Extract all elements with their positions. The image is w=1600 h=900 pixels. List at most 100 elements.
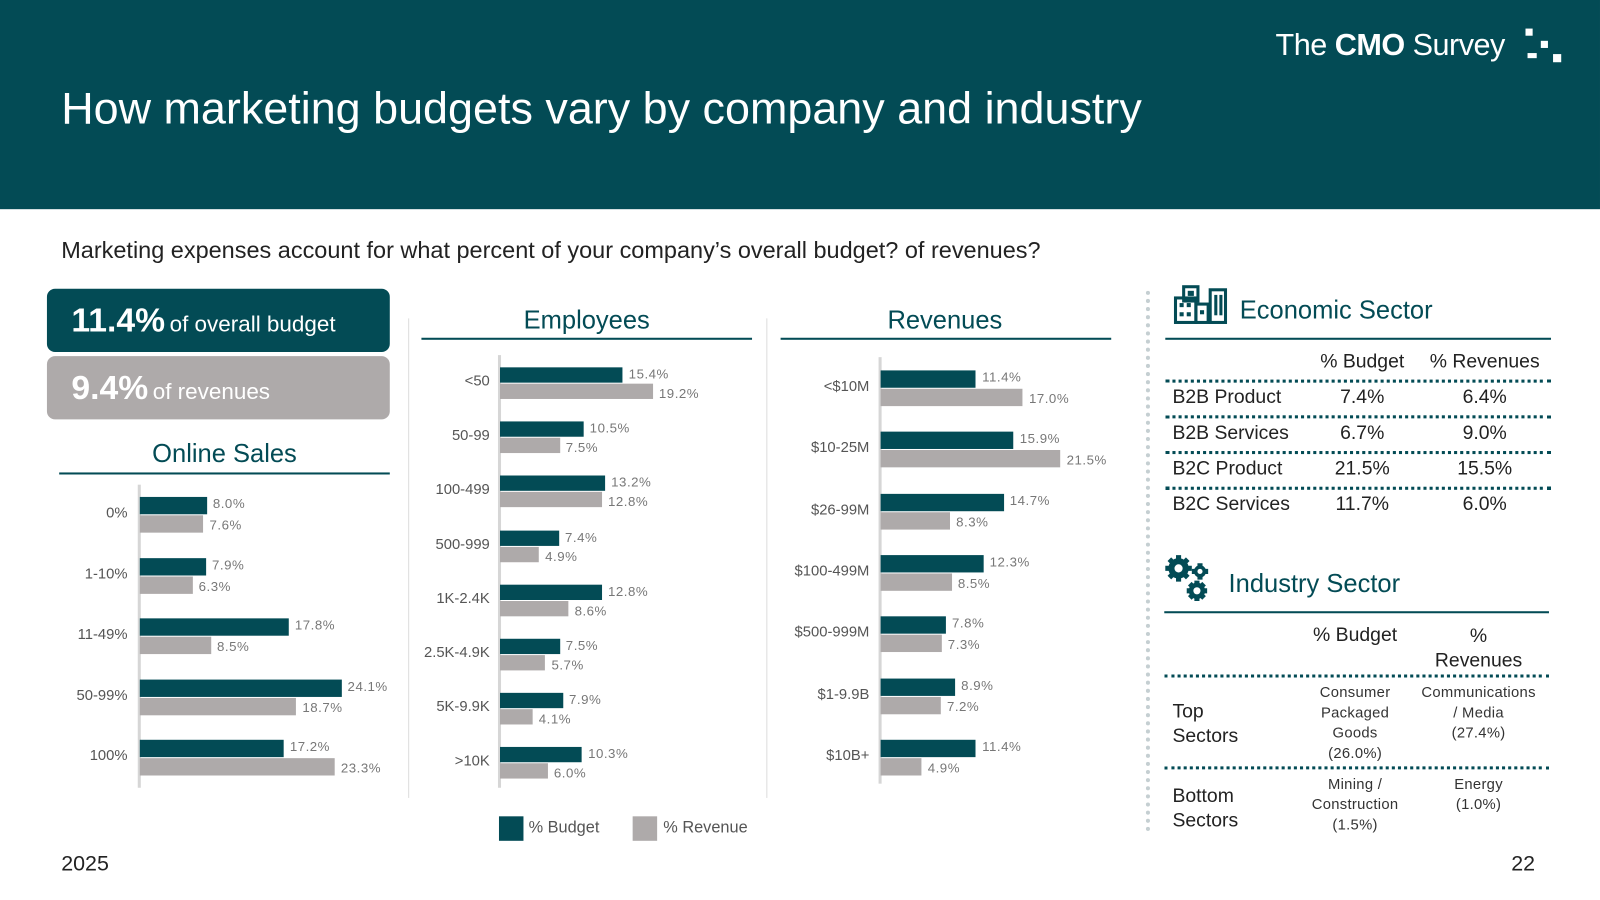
label-line: Sectors [1172, 810, 1239, 832]
bar-revenue [880, 450, 1061, 468]
dotted-divider [1165, 379, 1552, 383]
top-revenues-sector: Communications / Media (27.4%) [1412, 683, 1545, 744]
value-label-budget: 7.9% [568, 692, 602, 708]
bar-budget [880, 616, 946, 634]
bar-budget [499, 421, 584, 437]
col-header-line: % [1469, 625, 1488, 647]
buildings-icon [1173, 285, 1228, 324]
dotted-divider [1165, 451, 1552, 455]
value-label-budget: 12.8% [607, 583, 649, 599]
kpi-budget: 11.4% of overall budget [46, 288, 390, 353]
budget-value: 21.5% [1334, 458, 1390, 480]
row-label: B2C Services [1172, 493, 1290, 516]
bar-revenue [499, 383, 653, 399]
industry-sector-title: Industry Sector [1228, 569, 1401, 598]
dotted-divider [1164, 766, 1549, 770]
value-label-revenue: 8.5% [957, 575, 991, 591]
revenues-value: 15.5% [1457, 458, 1513, 480]
col-header-revenues: % Revenues [1429, 351, 1540, 373]
value-label-budget: 17.2% [289, 738, 331, 755]
chart-title: Revenues [887, 306, 1003, 335]
dotted-divider [1165, 415, 1552, 419]
chart-underline [421, 337, 753, 340]
value-label-budget: 8.0% [212, 495, 246, 512]
category-label: 50-99% [76, 687, 128, 704]
bar-revenue [880, 573, 952, 591]
kpi-label: of overall budget [169, 311, 336, 337]
survey-question: Marketing expenses account for what perc… [61, 236, 1041, 264]
category-label: 1-10% [84, 565, 128, 583]
bar-budget [499, 584, 602, 600]
value-label-budget: 7.9% [212, 556, 245, 572]
bar-budget [499, 693, 563, 709]
category-label: 100% [89, 747, 128, 765]
logo-square-icon [1527, 53, 1537, 59]
bar-revenue [880, 757, 922, 776]
value-label-revenue: 18.7% [302, 699, 343, 715]
category-label: 50-99 [451, 427, 490, 445]
sector-line: Packaged [1320, 705, 1390, 722]
value-label-revenue: 4.1% [538, 711, 572, 727]
value-label-revenue: 5.7% [551, 657, 584, 673]
category-label: $10B+ [826, 747, 870, 765]
cmo-survey-logo: The CMO Survey [1276, 28, 1506, 64]
value-label-revenue: 21.5% [1066, 452, 1107, 468]
divider [766, 318, 768, 798]
category-label: <50 [464, 373, 490, 390]
bar-budget [139, 618, 289, 636]
value-label-revenue: 7.5% [565, 439, 599, 456]
kpi-label: of revenues [152, 378, 271, 405]
logo-square-icon [1553, 54, 1562, 63]
value-label-budget: 7.8% [951, 615, 985, 631]
bar-revenue [499, 437, 560, 454]
bar-revenue [139, 636, 211, 655]
value-label-budget: 7.5% [565, 637, 599, 654]
category-label: 0% [106, 505, 128, 522]
bar-revenue [139, 758, 335, 776]
sector-line: Construction [1311, 796, 1399, 814]
category-label: <$10M [823, 378, 870, 395]
logo-cmo: CMO [1334, 28, 1405, 63]
chart-title: Online Sales [152, 439, 297, 469]
bar-budget [499, 367, 623, 383]
bar-budget [880, 678, 956, 696]
bar-revenue [139, 515, 204, 533]
value-label-budget: 10.3% [588, 746, 629, 762]
bar-budget [880, 554, 984, 573]
sector-line: (1.5%) [1332, 817, 1378, 834]
bar-budget [499, 747, 582, 763]
sector-line: (1.0%) [1455, 796, 1502, 814]
category-label: $26-99M [810, 501, 870, 518]
row-label: B2C Product [1172, 458, 1283, 480]
category-label: $1-9.9B [817, 686, 870, 703]
bar-revenue [139, 576, 193, 594]
bar-revenue [880, 388, 1023, 407]
revenues-value: 9.0% [1462, 422, 1507, 444]
sector-line: / Media [1453, 705, 1504, 722]
col-header-budget: % Budget [1313, 624, 1398, 646]
budget-value: 7.4% [1340, 386, 1385, 409]
value-label-revenue: 17.0% [1028, 390, 1070, 407]
value-label-budget: 11.4% [982, 369, 1022, 385]
label-line: Sectors [1172, 725, 1239, 747]
sector-line: Energy [1454, 776, 1503, 793]
chart-title: Employees [523, 306, 650, 335]
bar-revenue [499, 546, 539, 562]
row-label-top: Top Sectors [1172, 700, 1238, 749]
bar-budget [880, 431, 1014, 450]
row-label: B2B Services [1172, 422, 1289, 444]
value-label-revenue: 12.8% [607, 494, 649, 510]
bar-revenue [499, 492, 602, 508]
sector-line: Communications [1421, 684, 1536, 702]
chart-axis [137, 484, 141, 788]
sector-line: Mining / [1327, 776, 1383, 793]
sector-line: (26.0%) [1328, 745, 1383, 763]
bar-budget [139, 496, 207, 515]
chart-axis [878, 357, 882, 784]
category-label: 1K-2.4K [436, 590, 490, 607]
bar-budget [499, 638, 560, 655]
kpi-revenue: 9.4% of revenues [46, 356, 390, 420]
logo-square-icon [1540, 40, 1548, 48]
bar-revenue [499, 600, 569, 617]
